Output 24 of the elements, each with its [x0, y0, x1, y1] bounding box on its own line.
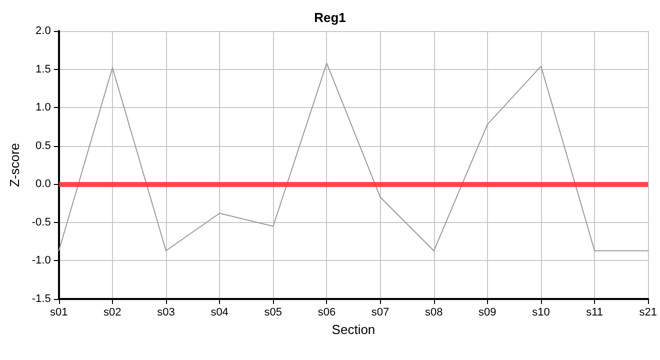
x-axis-title: Section — [332, 322, 376, 337]
y-tick-label: 2.0 — [36, 25, 51, 37]
y-tick-label: -1.5 — [32, 293, 51, 305]
x-tick-label: s10 — [532, 306, 550, 318]
x-tick-label: s06 — [318, 306, 336, 318]
y-tick-label: -0.5 — [32, 216, 51, 228]
x-tick-label: s09 — [478, 306, 496, 318]
y-tick-label: 0.0 — [36, 178, 51, 190]
y-tick-label: 1.0 — [36, 102, 51, 114]
x-tick-label: s04 — [210, 306, 228, 318]
x-tick-label: s03 — [157, 306, 175, 318]
chart-title: Reg1 — [314, 10, 346, 25]
x-tick-label: s01 — [50, 306, 68, 318]
y-axis-title: Z-score — [7, 142, 22, 188]
x-tick-label: s02 — [104, 306, 122, 318]
x-tick-label: s08 — [424, 306, 443, 318]
y-tick-label: 1.5 — [36, 63, 51, 76]
y-tick-label: -1.0 — [32, 254, 51, 267]
x-tick-label: s21 — [639, 306, 658, 318]
x-tick-label: s05 — [264, 306, 282, 318]
y-tick-label: 0.5 — [36, 140, 51, 152]
x-tick-label: s07 — [371, 306, 390, 318]
x-tick-label: s11 — [586, 306, 604, 318]
line-series — [58, 62, 649, 252]
